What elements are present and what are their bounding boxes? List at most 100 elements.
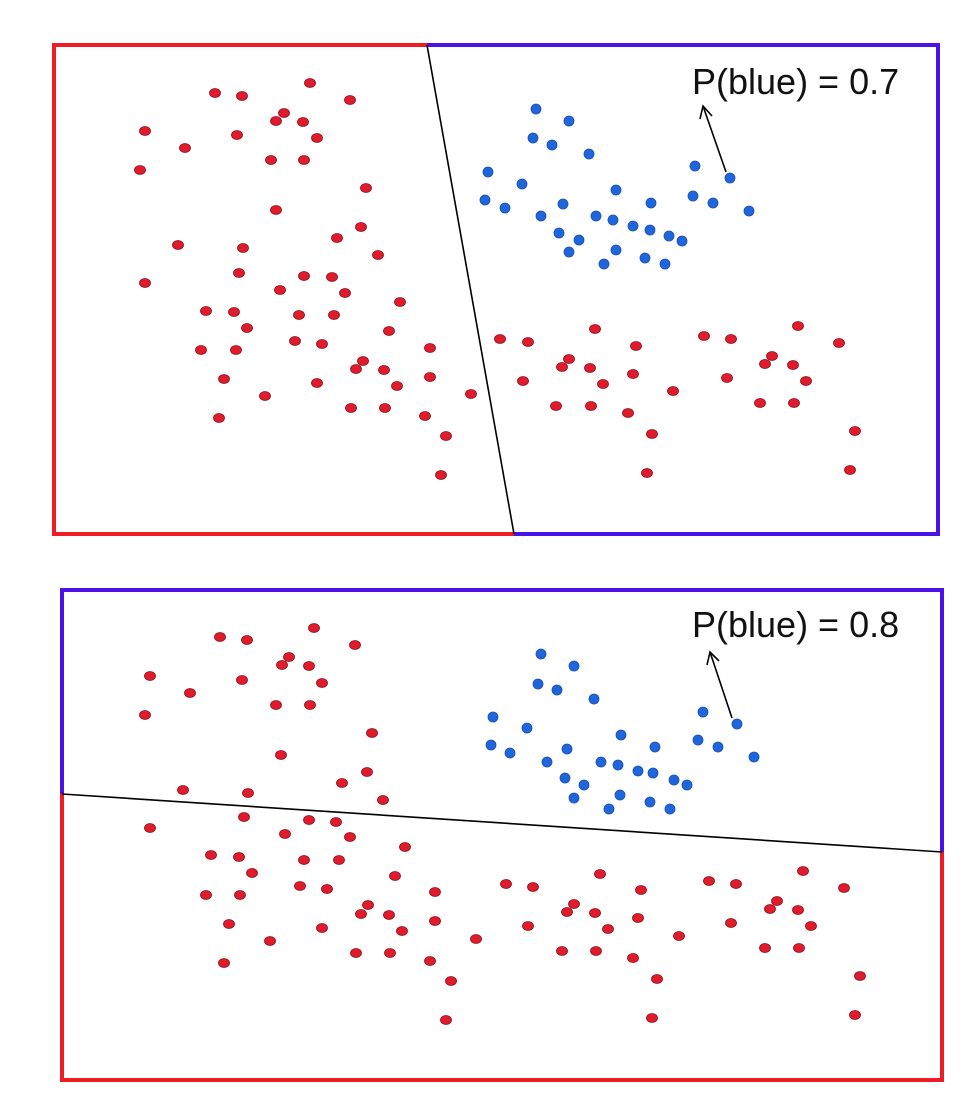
red-data-point: [236, 675, 248, 685]
red-data-point: [627, 369, 639, 379]
red-data-point: [172, 240, 184, 250]
blue-data-point: [649, 741, 661, 753]
red-data-point: [283, 652, 295, 662]
red-data-point: [264, 936, 276, 946]
red-data-point: [627, 953, 639, 963]
blue-data-point: [615, 729, 627, 741]
red-data-point: [308, 623, 320, 633]
red-data-point: [297, 117, 309, 127]
red-data-point: [238, 812, 250, 822]
red-data-point: [766, 351, 778, 361]
blue-data-point: [647, 767, 659, 779]
red-data-point: [771, 896, 783, 906]
red-data-point: [303, 815, 315, 825]
red-data-point: [139, 126, 151, 136]
blue-data-point: [610, 244, 622, 256]
red-data-point: [667, 386, 679, 396]
red-data-point: [233, 268, 245, 278]
blue-points-bottom: [485, 648, 760, 815]
blue-data-point: [603, 803, 615, 815]
red-data-point: [584, 363, 596, 373]
red-data-point: [698, 331, 710, 341]
red-data-point: [854, 971, 866, 981]
blue-data-point: [535, 648, 547, 660]
red-data-point: [144, 671, 156, 681]
red-data-point: [527, 882, 539, 892]
red-data-point: [357, 356, 369, 366]
blue-data-point: [535, 210, 547, 222]
blue-data-point: [557, 198, 569, 210]
blue-data-point: [588, 693, 600, 705]
red-data-point: [303, 661, 315, 671]
blue-data-point: [692, 734, 704, 746]
red-data-point: [787, 360, 799, 370]
blue-data-point: [590, 210, 602, 222]
red-data-point: [330, 817, 342, 827]
red-data-point: [241, 323, 253, 333]
red-data-point: [424, 343, 436, 353]
red-data-point: [184, 688, 196, 698]
blue-data-point: [663, 230, 675, 242]
red-data-point: [316, 339, 328, 349]
red-data-point: [522, 921, 534, 931]
red-data-point: [333, 855, 345, 865]
panel-top: P(blue) = 0.7: [52, 43, 940, 536]
red-data-point: [279, 829, 291, 839]
red-data-point: [594, 869, 606, 879]
red-data-point: [259, 391, 271, 401]
red-data-point: [635, 885, 647, 895]
blue-data-point: [659, 258, 671, 270]
blue-data-point: [583, 148, 595, 160]
red-data-point: [270, 700, 282, 710]
red-data-point: [589, 908, 601, 918]
blue-data-point: [521, 722, 533, 734]
red-data-point: [563, 354, 575, 364]
red-data-point: [304, 78, 316, 88]
red-data-point: [556, 362, 568, 372]
red-data-point: [445, 976, 457, 986]
blue-data-point: [546, 139, 558, 151]
red-points-top: [134, 78, 861, 480]
red-data-point: [384, 948, 396, 958]
blue-data-point: [563, 115, 575, 127]
blue-data-point: [668, 774, 680, 786]
blue-data-point: [482, 166, 494, 178]
blue-data-point: [561, 743, 573, 755]
red-data-point: [289, 336, 301, 346]
blue-data-point: [612, 759, 624, 771]
red-data-point: [349, 640, 361, 650]
red-data-point: [396, 926, 408, 936]
blue-data-point: [595, 756, 607, 768]
red-data-point: [298, 155, 310, 165]
red-data-point: [517, 376, 529, 386]
red-data-point: [233, 852, 245, 862]
blue-data-point: [479, 194, 491, 206]
red-region-border-bottom: [60, 794, 944, 1082]
red-data-point: [339, 288, 351, 298]
blue-data-point: [645, 197, 657, 209]
blue-data-point: [530, 103, 542, 115]
red-data-point: [223, 919, 235, 929]
red-data-point: [218, 958, 230, 968]
red-points-bottom: [139, 623, 866, 1025]
blue-data-point: [614, 789, 626, 801]
red-data-point: [366, 728, 378, 738]
red-data-point: [304, 700, 316, 710]
red-data-point: [759, 359, 771, 369]
red-data-point: [134, 165, 146, 175]
red-data-point: [205, 850, 217, 860]
pointer-arrow-top: [699, 104, 727, 173]
blue-data-point: [748, 751, 760, 763]
red-data-point: [311, 378, 323, 388]
blue-data-point: [610, 184, 622, 196]
red-data-point: [321, 884, 333, 894]
red-data-point: [298, 855, 310, 865]
red-data-point: [788, 398, 800, 408]
red-data-point: [641, 468, 653, 478]
probability-label-bottom: P(blue) = 0.8: [692, 604, 899, 645]
red-data-point: [213, 413, 225, 423]
red-data-point: [646, 429, 658, 439]
blue-region-border-bottom: [60, 588, 944, 852]
decision-boundary-top: [426, 44, 515, 535]
red-data-point: [419, 411, 431, 421]
